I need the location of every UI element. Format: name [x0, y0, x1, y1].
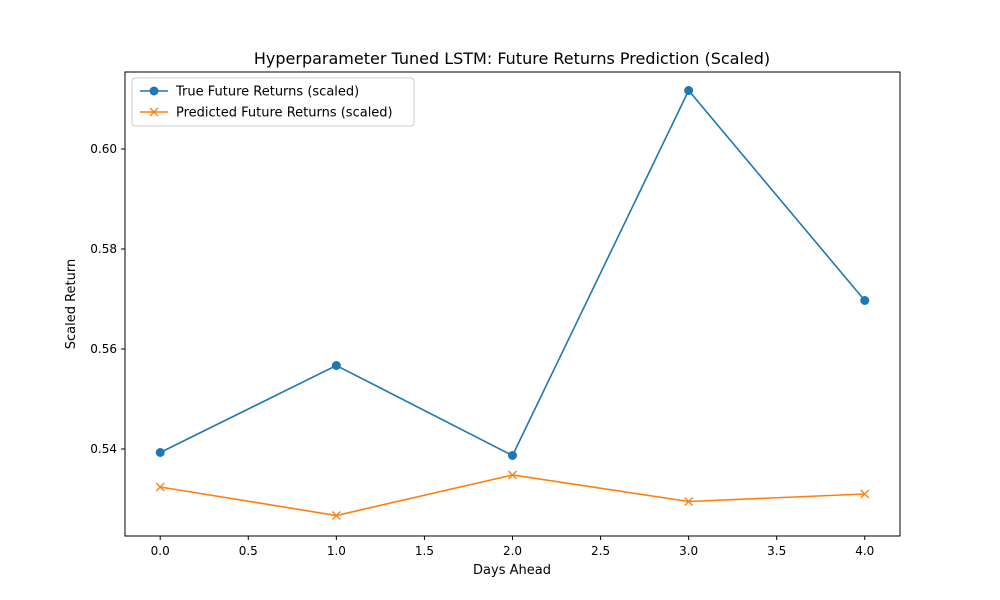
x-tick-label: 0.0 — [151, 544, 170, 558]
data-point — [508, 470, 517, 480]
series-2 — [155, 470, 870, 520]
y-tick-label: 0.54 — [90, 442, 117, 456]
x-tick-label: 2.0 — [503, 544, 522, 558]
chart-title: Hyperparameter Tuned LSTM: Future Return… — [254, 49, 770, 68]
legend-item: Predicted Future Returns (scaled) — [140, 106, 393, 121]
data-point — [860, 489, 870, 499]
data-point — [155, 482, 165, 492]
plot-area — [155, 86, 870, 520]
x-tick-label: 4.0 — [855, 544, 874, 558]
data-point — [684, 86, 694, 95]
x-tick-label: 1.0 — [327, 544, 346, 558]
x-tick-label: 1.5 — [415, 544, 434, 558]
legend: True Future Returns (scaled) Predicted Fu… — [131, 77, 415, 127]
x-tick-label: 3.0 — [679, 544, 698, 558]
x-axis-label: Days Ahead — [473, 563, 551, 578]
data-point — [860, 296, 870, 305]
x-tick-label: 0.5 — [239, 544, 258, 558]
y-tick-label: 0.60 — [90, 142, 117, 156]
x-marker-stroke — [331, 511, 341, 520]
data-point — [684, 497, 694, 506]
x-tick-label: 2.5 — [591, 544, 610, 558]
x-marker-stroke — [508, 470, 517, 480]
x-marker-stroke — [155, 482, 165, 492]
data-point — [331, 511, 341, 520]
legend-label: True Future Returns (scaled) — [175, 85, 359, 100]
legend-label: Predicted Future Returns (scaled) — [176, 106, 393, 121]
x-marker-stroke — [684, 497, 694, 506]
data-point — [149, 86, 159, 96]
legend-box — [131, 77, 415, 127]
x-tick-label: 3.5 — [767, 544, 786, 558]
data-point — [508, 451, 517, 460]
legend-item: True Future Returns (scaled) — [140, 85, 359, 100]
y-tick-label: 0.58 — [90, 242, 117, 256]
y-tick-label: 0.56 — [90, 342, 117, 356]
y-axis-label: Scaled Return — [64, 259, 79, 350]
x-marker-stroke — [860, 489, 870, 499]
x-marker-stroke — [149, 107, 159, 117]
x-axis: 0.0 0.5 1.0 1.5 2.0 2.5 3.0 3.5 4.0 — [151, 536, 874, 558]
y-axis: 0.54 0.56 0.58 0.60 — [90, 142, 125, 456]
data-point — [155, 448, 165, 457]
data-point — [331, 361, 341, 370]
series-1 — [155, 86, 870, 460]
data-point — [149, 107, 159, 117]
